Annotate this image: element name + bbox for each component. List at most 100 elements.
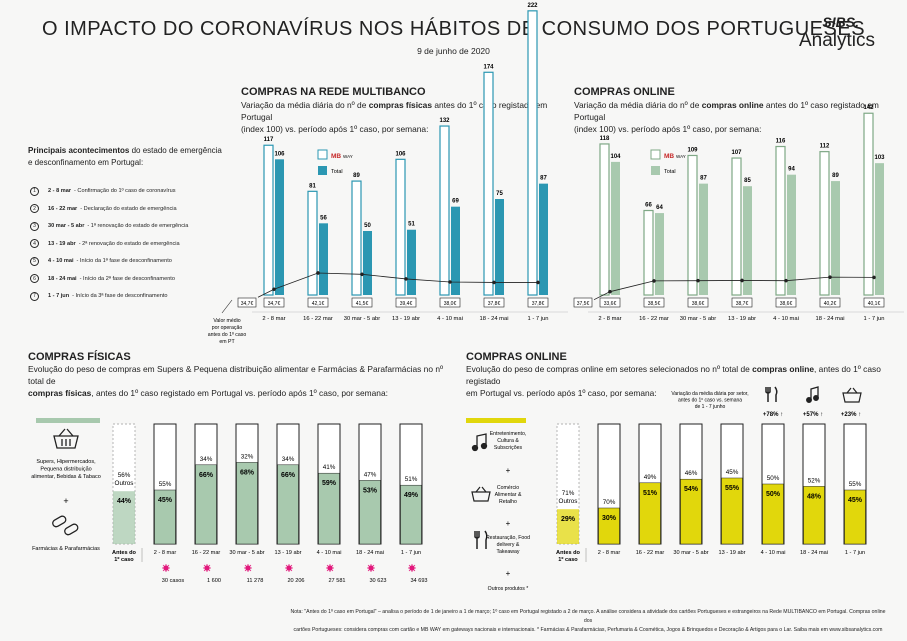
virus-icon (244, 564, 252, 572)
category-label: Restauração, Food (486, 535, 530, 541)
data-label: 69 (452, 199, 459, 205)
bar-mbway (483, 71, 494, 296)
music-icon (806, 386, 819, 403)
avg-note: antes do 1º caso (208, 332, 247, 338)
data-label: 109 (687, 147, 698, 153)
data-label: 47% (364, 471, 377, 478)
avg-base-box (573, 297, 593, 308)
avg-value-box (775, 297, 797, 308)
data-label: 49% (404, 492, 419, 499)
event-text: - 2ª renovação do estado de emergência (78, 240, 180, 247)
virus-icon (408, 564, 416, 572)
page-title: O IMPACTO DO CORONAVÍRUS NOS HÁBITOS DE … (41, 18, 866, 40)
avg-point (448, 280, 452, 284)
virus-icon (162, 564, 170, 572)
bar-fill (154, 489, 176, 545)
case-count: 20 206 (287, 578, 304, 584)
avg-value-box (819, 297, 841, 308)
event-item: 4 13 - 19 abr - 2ª renovação do estado de … (30, 238, 180, 250)
avg-note: em PT (219, 339, 235, 345)
data-label: 34% (282, 456, 295, 463)
event-text: - Início da 3ª fase de desconfinamento (72, 293, 168, 299)
data-label: 54% (684, 486, 699, 493)
bar-fill (113, 491, 135, 544)
data-label: 64 (656, 205, 663, 211)
data-label: 66 (645, 203, 652, 209)
bar-mbway (687, 154, 698, 296)
bar-fill (195, 464, 217, 545)
event-date: 18 - 24 mai (48, 275, 77, 282)
legend-mbway-swatch (650, 149, 661, 160)
logo-sibs: SIBS. (822, 14, 859, 30)
avg-line (593, 276, 875, 301)
event-date: 4 - 10 mai (48, 258, 74, 264)
online-bottom-title: COMPRAS ONLINE (466, 351, 567, 363)
online-accent-bar (466, 418, 526, 423)
avg-note-pointer (221, 299, 233, 314)
avg-value-label: 38,0€ (444, 301, 457, 307)
cutlery-icon (474, 530, 488, 549)
data-label: 56% (118, 472, 131, 479)
event-date: 13 - 19 abr (48, 240, 76, 247)
avg-point (652, 279, 656, 283)
basket-icon (842, 387, 862, 403)
avg-value-label: 42,1€ (312, 301, 325, 307)
tick-label: 18 - 24 mai (480, 316, 509, 322)
data-label: 49% (644, 474, 657, 481)
bar-fill (680, 478, 702, 545)
multibanco-title: COMPRAS NA REDE MULTIBANCO (241, 86, 426, 98)
category-label: Comércio (497, 485, 519, 491)
virus-icon (203, 564, 211, 572)
event-number: 4 (30, 239, 39, 248)
tick-label: 2 - 8 mar (598, 550, 621, 556)
fisicas-title: COMPRAS FÍSICAS (28, 351, 131, 363)
cutlery-icon (765, 386, 778, 402)
legend-mbway-logo: MB (664, 153, 674, 160)
case-count: 11 278 (247, 578, 264, 584)
page-date: 9 de junho de 2020 (417, 46, 490, 56)
bar-fill (803, 486, 825, 545)
data-label: 45% (158, 497, 173, 504)
music-icon (471, 433, 488, 452)
basket-icon (53, 428, 79, 449)
category-label: Subscrições (494, 445, 523, 451)
avg-point (492, 280, 496, 285)
plus-sign: + (506, 569, 511, 578)
data-label: 34% (200, 456, 213, 463)
avg-value-label: 38,5€ (648, 301, 661, 307)
avg-value-box (527, 297, 549, 308)
data-label: 132 (439, 118, 450, 124)
data-label: 222 (527, 3, 538, 9)
event-number: 6 (30, 274, 39, 283)
case-count: 30 623 (369, 578, 386, 584)
pills-icon (52, 515, 79, 536)
event-item: 7 1 - 7 jun - Início da 3ª fase de desconf… (30, 290, 168, 302)
bar-fill (400, 484, 422, 545)
bar-fill (359, 480, 381, 545)
event-item: 5 4 - 10 mai - Início da 1ª fase de descon… (30, 255, 172, 267)
bar-mbway (819, 151, 830, 296)
bar-total (451, 206, 460, 295)
data-label: 51% (405, 476, 418, 483)
avg-line (257, 272, 538, 298)
bar-fill (557, 509, 579, 544)
avg-point (608, 289, 612, 294)
data-label: 32% (241, 453, 254, 460)
bar-fill (762, 483, 784, 545)
avg-point (872, 275, 876, 280)
avg-value-box (439, 297, 461, 308)
data-label: 117 (264, 137, 274, 143)
tick-label: 4 - 10 mai (317, 550, 342, 556)
bar-fill (639, 482, 661, 545)
data-label: 106 (274, 151, 285, 157)
avg-point (316, 271, 320, 275)
avg-value-box (351, 297, 373, 308)
data-label: 81 (309, 183, 316, 189)
tick-label: 1 - 7 jun (864, 316, 885, 322)
avg-base-box (237, 297, 257, 308)
legend-mbway-text: WAY (343, 154, 353, 159)
data-label: 89 (353, 173, 360, 179)
bar-fill (844, 489, 866, 545)
data-label: 29% (561, 516, 576, 523)
avg-point (360, 272, 364, 277)
